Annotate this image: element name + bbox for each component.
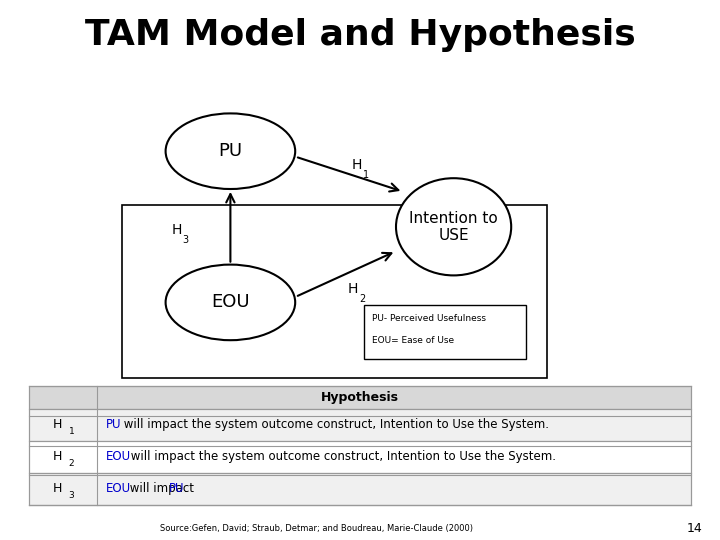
FancyBboxPatch shape [122,205,547,378]
FancyBboxPatch shape [29,473,691,505]
Text: EOU= Ease of Use: EOU= Ease of Use [372,336,454,345]
Text: EOU: EOU [106,482,131,495]
Text: H: H [53,482,62,495]
Text: EOU: EOU [211,293,250,312]
Text: 1: 1 [69,427,74,436]
Text: 2: 2 [69,460,74,468]
Text: 2: 2 [359,294,365,304]
Text: 14: 14 [687,522,703,535]
Text: PU: PU [106,418,122,431]
Text: will impact: will impact [126,482,198,495]
Text: PU: PU [169,482,185,495]
Text: PU: PU [218,142,243,160]
Text: Intention to
USE: Intention to USE [409,211,498,243]
Text: TAM Model and Hypothesis: TAM Model and Hypothesis [85,18,635,52]
Text: Source:Gefen, David; Straub, Detmar; and Boudreau, Marie-Claude (2000): Source:Gefen, David; Straub, Detmar; and… [161,524,473,532]
Text: H: H [348,282,358,296]
Text: H: H [53,418,62,431]
Ellipse shape [166,265,295,340]
Text: will impact the system outcome construct, Intention to Use the System.: will impact the system outcome construct… [120,418,549,431]
FancyBboxPatch shape [29,409,691,441]
Text: H: H [53,450,62,463]
Ellipse shape [166,113,295,189]
Text: EOU: EOU [106,450,131,463]
Text: 3: 3 [69,491,74,501]
FancyBboxPatch shape [364,305,526,359]
Text: Hypothesis: Hypothesis [321,391,399,404]
Text: 1: 1 [363,170,369,180]
FancyBboxPatch shape [29,441,691,473]
FancyBboxPatch shape [29,386,691,409]
Text: 3: 3 [183,235,189,245]
Ellipse shape [396,178,511,275]
Text: .: . [184,482,187,495]
Text: H: H [351,158,361,172]
Text: PU- Perceived Usefulness: PU- Perceived Usefulness [372,314,486,322]
Text: will impact the system outcome construct, Intention to Use the System.: will impact the system outcome construct… [127,450,557,463]
Text: H: H [171,222,181,237]
